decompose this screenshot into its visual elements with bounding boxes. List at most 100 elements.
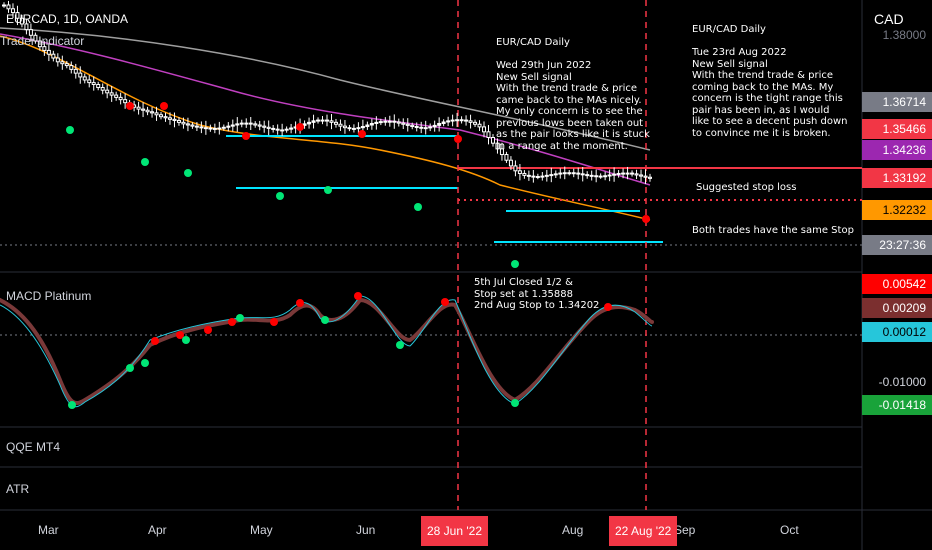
time-axis-label: Oct <box>780 523 799 537</box>
price-tag: 1.35466 <box>862 119 932 139</box>
time-axis-label: Jun <box>356 523 376 537</box>
candle-body <box>105 89 110 94</box>
candle-body <box>553 173 558 176</box>
candle-body <box>248 122 253 125</box>
candle-body <box>464 119 469 122</box>
candle-body <box>194 125 199 128</box>
candle-body <box>33 34 38 42</box>
candle-body <box>495 142 500 150</box>
candle-body <box>387 120 392 123</box>
candle-body <box>540 175 545 178</box>
sell-signal-dot <box>296 123 304 131</box>
macd-buy-dot <box>68 401 76 409</box>
candle-body <box>253 123 258 126</box>
signals-group <box>66 102 650 268</box>
candle-body <box>396 121 401 124</box>
candle-body <box>145 109 150 113</box>
candle-body <box>307 121 312 125</box>
price-tag: 1.36714 <box>862 92 932 112</box>
macd-buy-dot <box>141 359 149 367</box>
time-axis-label: Aug <box>562 523 584 537</box>
candle-body <box>490 137 495 144</box>
candle-body <box>235 123 240 126</box>
candle-body <box>549 174 554 177</box>
candle-body <box>333 121 338 125</box>
macd-sell-dot <box>296 299 304 307</box>
candle-body <box>598 175 603 178</box>
candle-body <box>91 82 96 85</box>
candle-body <box>311 120 316 123</box>
macd-line <box>0 295 653 408</box>
macd-sell-dot <box>441 298 449 306</box>
candle-body <box>504 154 509 161</box>
candle-body <box>342 125 347 129</box>
macd-sell-dot <box>228 318 236 326</box>
candle-body <box>37 40 42 48</box>
candle-body <box>64 63 69 67</box>
candle-body <box>284 128 289 131</box>
candle-body <box>437 122 442 126</box>
candle-body <box>221 126 226 129</box>
candle-body <box>634 173 639 176</box>
time-axis-label: Sep <box>674 523 696 537</box>
candle-body <box>172 118 177 121</box>
candle-body <box>280 129 285 132</box>
pane-label-atr: ATR <box>6 482 30 496</box>
candle-body <box>585 174 590 177</box>
candle-body <box>24 23 29 31</box>
candle-body <box>392 120 397 123</box>
candle-body <box>163 116 168 119</box>
candle-body <box>639 174 644 177</box>
candle-body <box>244 122 249 125</box>
chart-symbol-title: EURCAD, 1D, OANDA <box>6 12 129 26</box>
macd-buy-dot <box>396 341 404 349</box>
macd-sell-dot <box>354 292 362 300</box>
currency-label: CAD <box>874 11 904 27</box>
candle-body <box>594 175 599 178</box>
candle-body <box>167 117 172 120</box>
candle-body <box>266 126 271 129</box>
candle-body <box>320 119 325 122</box>
indicator-label: Trader Indicator <box>0 34 85 48</box>
candle-body <box>625 172 630 175</box>
macd-last-tag: -0.01418 <box>862 395 932 415</box>
macd-tag: 0.00209 <box>862 298 932 318</box>
candle-body <box>10 8 15 14</box>
candle-body <box>432 124 437 128</box>
candle-body <box>87 79 92 84</box>
sell-signal-dot <box>454 135 462 143</box>
price-tag: 1.34236 <box>862 140 932 160</box>
macd-tag: 0.00542 <box>862 274 932 294</box>
candle-body <box>405 123 410 126</box>
candle-body <box>347 127 352 130</box>
note-closed: 5th Jul Closed 1/2 & Stop set at 1.35888… <box>474 277 600 311</box>
candle-body <box>190 124 195 127</box>
buy-signal-dot <box>414 203 422 211</box>
candle-body <box>239 122 244 125</box>
macd-dots-group <box>68 292 612 409</box>
candle-body <box>150 111 155 114</box>
candle-body <box>374 121 379 124</box>
buy-signal-dot <box>324 186 332 194</box>
candle-body <box>607 174 612 177</box>
candle-body <box>203 127 208 130</box>
candle-body <box>643 175 648 178</box>
ma-gray-line <box>0 27 651 151</box>
sell-signal-dot <box>126 102 134 110</box>
candle-body <box>535 175 540 178</box>
candle-body <box>630 172 635 175</box>
candle-body <box>289 127 294 130</box>
candle-body <box>410 124 415 128</box>
candle-body <box>69 65 74 70</box>
candle-body <box>73 68 78 74</box>
candle-body <box>486 131 491 138</box>
candle-body <box>401 122 406 125</box>
candle-body <box>109 92 114 96</box>
candle-body <box>2 4 6 7</box>
candle-body <box>428 126 433 129</box>
candle-body <box>558 172 563 175</box>
candle-body <box>78 72 83 78</box>
axis-label-top: 1.38000 <box>882 28 926 42</box>
macd-buy-dot <box>182 336 190 344</box>
candle-body <box>46 49 51 55</box>
